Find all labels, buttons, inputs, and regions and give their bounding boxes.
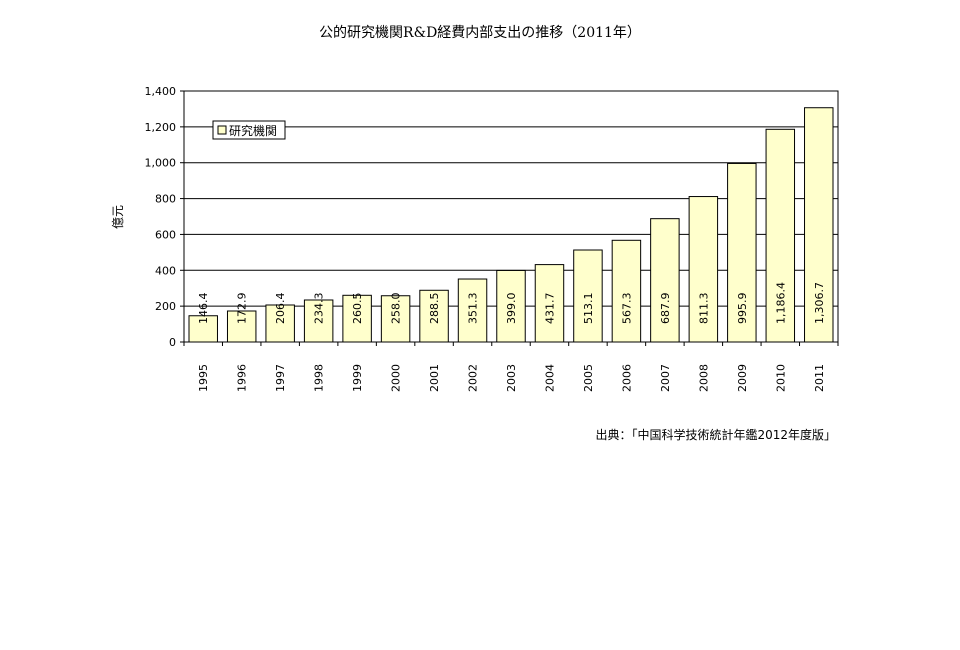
bar xyxy=(265,304,295,343)
x-axis-ticks: 1995 1996 1997 1998 1999 2000 2001 2002 2003 2004… xyxy=(183,342,839,392)
bar xyxy=(342,294,372,343)
data-label: 399.0 xyxy=(505,293,518,325)
data-label: 567.3 xyxy=(620,293,633,325)
data-label: 258.0 xyxy=(390,293,403,325)
x-tick-label: 2011 xyxy=(813,364,826,392)
x-tick-label: 1999 xyxy=(351,364,364,392)
y-tick-label: 400 xyxy=(155,264,176,277)
x-tick-label: 2004 xyxy=(543,364,556,392)
y-tick-label: 0 xyxy=(169,336,176,349)
plot-area-frame xyxy=(183,90,839,343)
y-tick-label: 600 xyxy=(155,228,176,241)
x-tick-label: 2009 xyxy=(736,364,749,392)
x-tick-label: 1995 xyxy=(197,364,210,392)
y-tick-label: 800 xyxy=(155,193,176,206)
data-label: 234.3 xyxy=(313,293,326,325)
x-tick-label: 1996 xyxy=(236,364,249,392)
x-tick-label: 2000 xyxy=(390,364,403,392)
x-tick-label: 2003 xyxy=(505,364,518,392)
data-label: 206.4 xyxy=(274,293,287,325)
y-axis-ticks: 0 200 400 600 800 1,000 1,200 1,400 xyxy=(145,85,184,349)
bar xyxy=(496,269,526,343)
x-tick-label: 2002 xyxy=(467,364,480,392)
bar xyxy=(188,315,218,343)
data-labels: 146.4 172.9 206.4 234.3 260.5 258.0 288.5 351.3… xyxy=(197,282,826,324)
legend-entry: 研究機関 xyxy=(229,123,277,138)
y-tick-label: 200 xyxy=(155,300,176,313)
data-label: 172.9 xyxy=(236,293,249,325)
data-label: 687.9 xyxy=(659,293,672,325)
x-tick-label: 2006 xyxy=(620,364,633,392)
chart-title: 公的研究機関R&D経費内部支出の推移（2011年） xyxy=(319,25,641,41)
bar xyxy=(611,239,642,343)
bar xyxy=(457,278,488,343)
bar xyxy=(804,107,834,343)
legend-swatch xyxy=(217,125,227,135)
data-label: 811.3 xyxy=(697,293,710,325)
bar xyxy=(650,218,680,343)
x-tick-label: 1998 xyxy=(313,364,326,392)
bar xyxy=(534,264,565,343)
y-tick-label: 1,000 xyxy=(145,157,177,170)
legend: 研究機関 xyxy=(212,120,286,140)
x-tick-label: 2005 xyxy=(582,364,595,392)
y-axis-title: 億元 xyxy=(111,205,125,229)
data-label: 513.1 xyxy=(582,293,595,325)
data-label: 288.5 xyxy=(428,293,441,325)
bar xyxy=(573,249,603,343)
data-label: 260.5 xyxy=(351,293,364,325)
x-tick-label: 2007 xyxy=(659,364,672,392)
data-label: 431.7 xyxy=(543,293,556,325)
legend-box xyxy=(212,120,286,140)
y-tick-label: 1,400 xyxy=(145,85,177,98)
data-label: 351.3 xyxy=(467,293,480,325)
x-tick-label: 1997 xyxy=(274,364,287,392)
x-tick-label: 2008 xyxy=(697,364,710,392)
data-label: 995.9 xyxy=(736,293,749,325)
y-tick-label: 1,200 xyxy=(145,121,177,134)
data-label: 1,306.7 xyxy=(813,282,826,324)
source-note: 出典：「中国科学技術統計年鑑2012年度版」 xyxy=(595,428,836,442)
x-tick-label: 2001 xyxy=(428,364,441,392)
data-label: 1,186.4 xyxy=(774,282,787,324)
bar xyxy=(226,310,257,343)
data-label: 146.4 xyxy=(197,293,210,325)
bars xyxy=(188,107,834,343)
x-tick-label: 2010 xyxy=(774,364,787,392)
